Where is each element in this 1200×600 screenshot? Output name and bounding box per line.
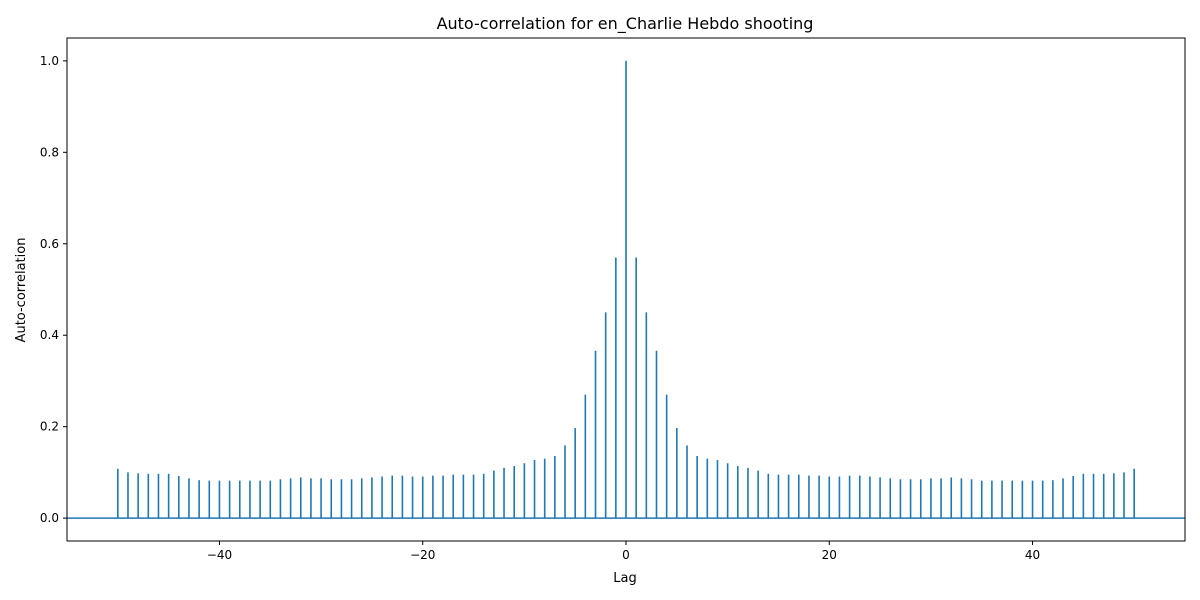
x-axis-label: Lag (613, 571, 636, 586)
y-tick-label: 0.6 (40, 237, 59, 251)
y-tick-label: 0.0 (40, 511, 59, 525)
y-axis-label: Auto-correlation (14, 238, 29, 343)
y-tick-label: 0.8 (40, 145, 59, 159)
x-tick-label: −20 (410, 548, 435, 562)
y-tick-label: 1.0 (40, 54, 59, 68)
y-axis-ticks: 0.0 0.2 0.4 0.6 0.8 1.0 (40, 54, 67, 525)
chart-title: Auto-correlation for en_Charlie Hebdo sh… (437, 14, 814, 34)
plot-frame (66, 37, 1186, 542)
x-tick-label: 40 (1025, 548, 1040, 562)
x-axis-ticks: −40 −20 0 20 40 (207, 541, 1040, 562)
x-tick-label: 20 (822, 548, 837, 562)
x-tick-label: −40 (207, 548, 232, 562)
x-tick-label: 0 (622, 548, 630, 562)
y-tick-label: 0.4 (40, 328, 59, 342)
y-tick-label: 0.2 (40, 420, 59, 434)
stem-series (117, 60, 1135, 519)
